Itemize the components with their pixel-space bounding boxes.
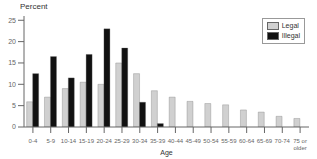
svg-text:60-64: 60-64 [239,138,255,144]
html-text:Illegal: Illegal [281,32,300,39]
svg-text:40-44: 40-44 [168,138,184,144]
svg-text:45-49: 45-49 [186,138,202,144]
svg-text:0: 0 [12,123,16,130]
svg-text:30-34: 30-34 [132,138,148,144]
svg-text:75 orolder: 75 orolder [293,138,307,151]
svg-text:50-54: 50-54 [203,138,219,144]
html-text:Legal: Legal [281,22,299,29]
svg-text:15: 15 [8,59,16,66]
svg-text:25-29: 25-29 [114,138,130,144]
svg-text:70-74: 70-74 [275,138,291,144]
svg-text:25: 25 [8,17,16,24]
html-text:Percent: Percent [20,2,48,11]
svg-text:Age: Age [160,149,173,157]
svg-text:5: 5 [12,102,16,109]
svg-text:10-14: 10-14 [61,138,77,144]
svg-text:15-19: 15-19 [79,138,95,144]
svg-text:20-24: 20-24 [96,138,112,144]
svg-text:65-69: 65-69 [257,138,273,144]
svg-text:35-39: 35-39 [150,138,166,144]
svg-text:10: 10 [8,81,16,88]
svg-text:5-9: 5-9 [46,138,55,144]
svg-text:55-59: 55-59 [221,138,237,144]
svg-text:0-4: 0-4 [29,138,38,144]
svg-text:20: 20 [8,38,16,45]
